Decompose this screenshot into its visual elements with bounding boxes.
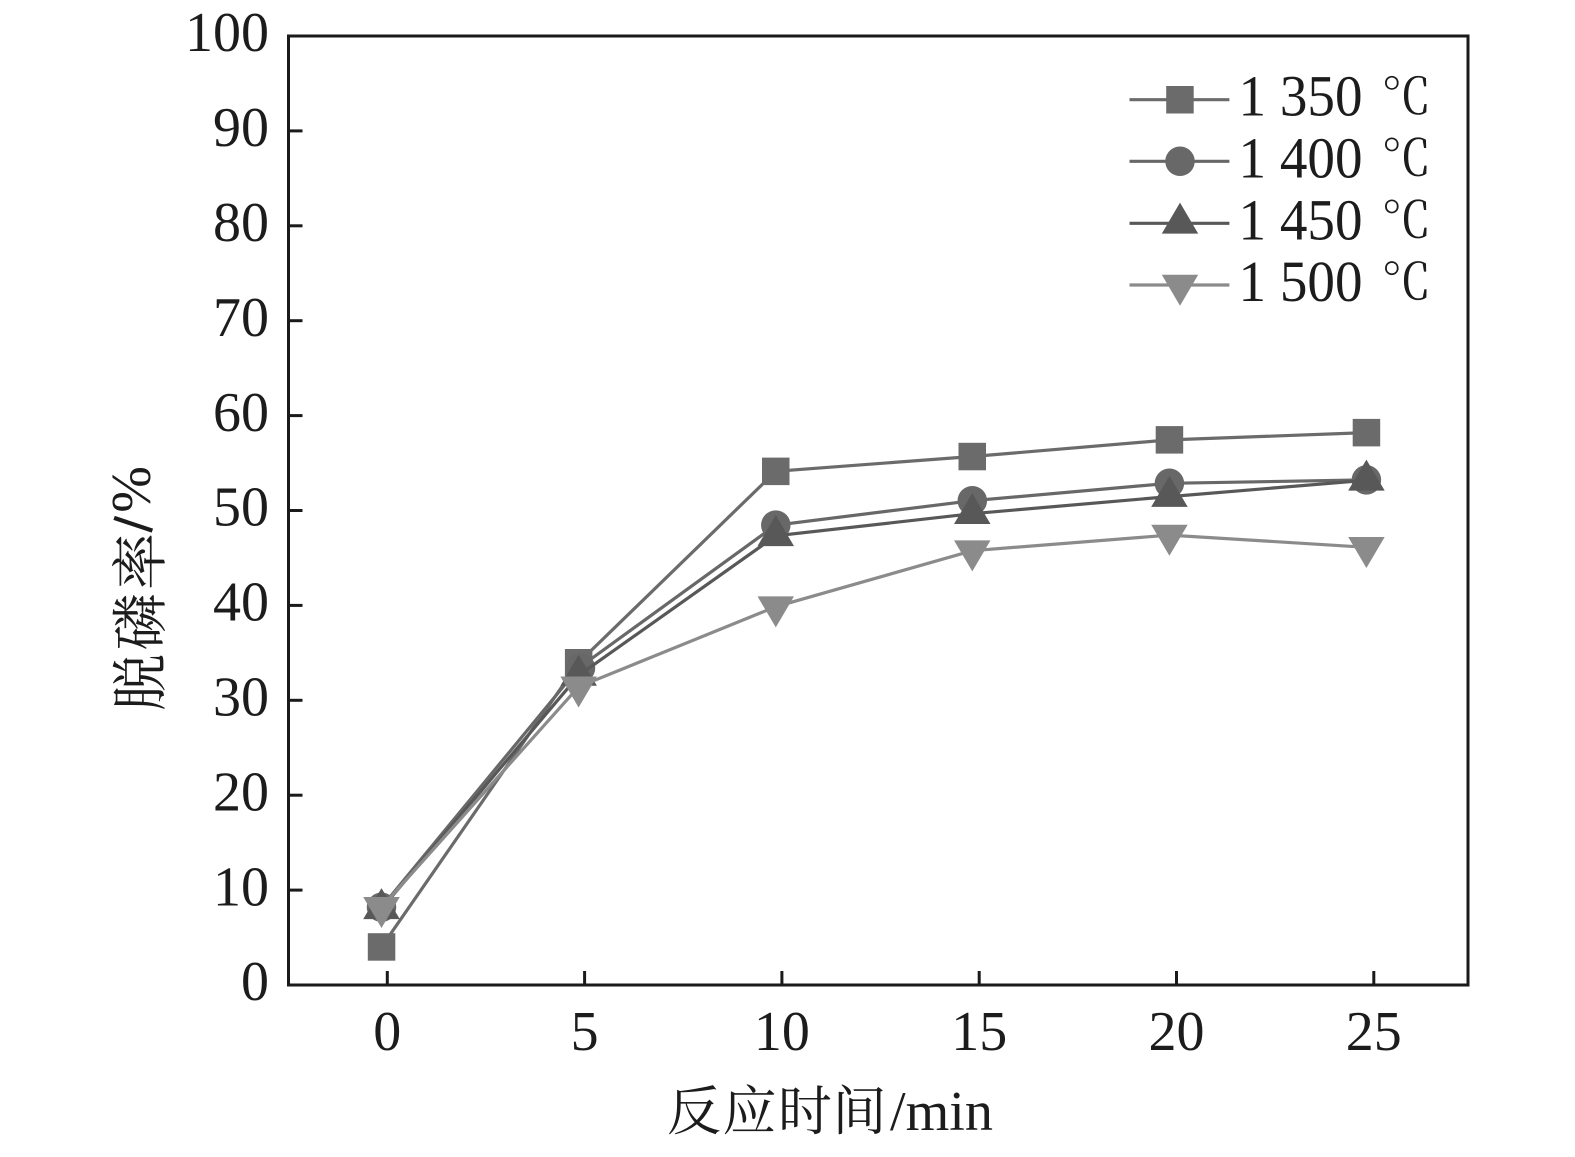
svg-text:90: 90 xyxy=(213,97,269,159)
svg-text:1 350: 1 350 xyxy=(1239,64,1363,129)
svg-text:60: 60 xyxy=(213,382,269,444)
svg-text:15: 15 xyxy=(951,1001,1007,1063)
svg-text:1 500: 1 500 xyxy=(1239,249,1363,314)
svg-text:1 450: 1 450 xyxy=(1239,187,1363,252)
svg-text:5: 5 xyxy=(571,1001,599,1063)
svg-text:0: 0 xyxy=(373,1001,401,1063)
svg-text:1 400: 1 400 xyxy=(1239,125,1363,190)
svg-text:20: 20 xyxy=(1149,1001,1205,1063)
svg-text:50: 50 xyxy=(213,477,269,539)
svg-text:10: 10 xyxy=(213,856,269,918)
svg-text:/min: /min xyxy=(890,1081,993,1143)
svg-text:20: 20 xyxy=(213,761,269,823)
svg-text:40: 40 xyxy=(213,572,269,634)
svg-text:10: 10 xyxy=(754,1001,810,1063)
svg-text:70: 70 xyxy=(213,287,269,349)
svg-text:100: 100 xyxy=(185,2,269,64)
svg-text:80: 80 xyxy=(213,192,269,254)
svg-text:30: 30 xyxy=(213,667,269,729)
svg-text:25: 25 xyxy=(1346,1001,1402,1063)
svg-text:%: % xyxy=(101,466,163,513)
svg-text:0: 0 xyxy=(241,951,269,1013)
